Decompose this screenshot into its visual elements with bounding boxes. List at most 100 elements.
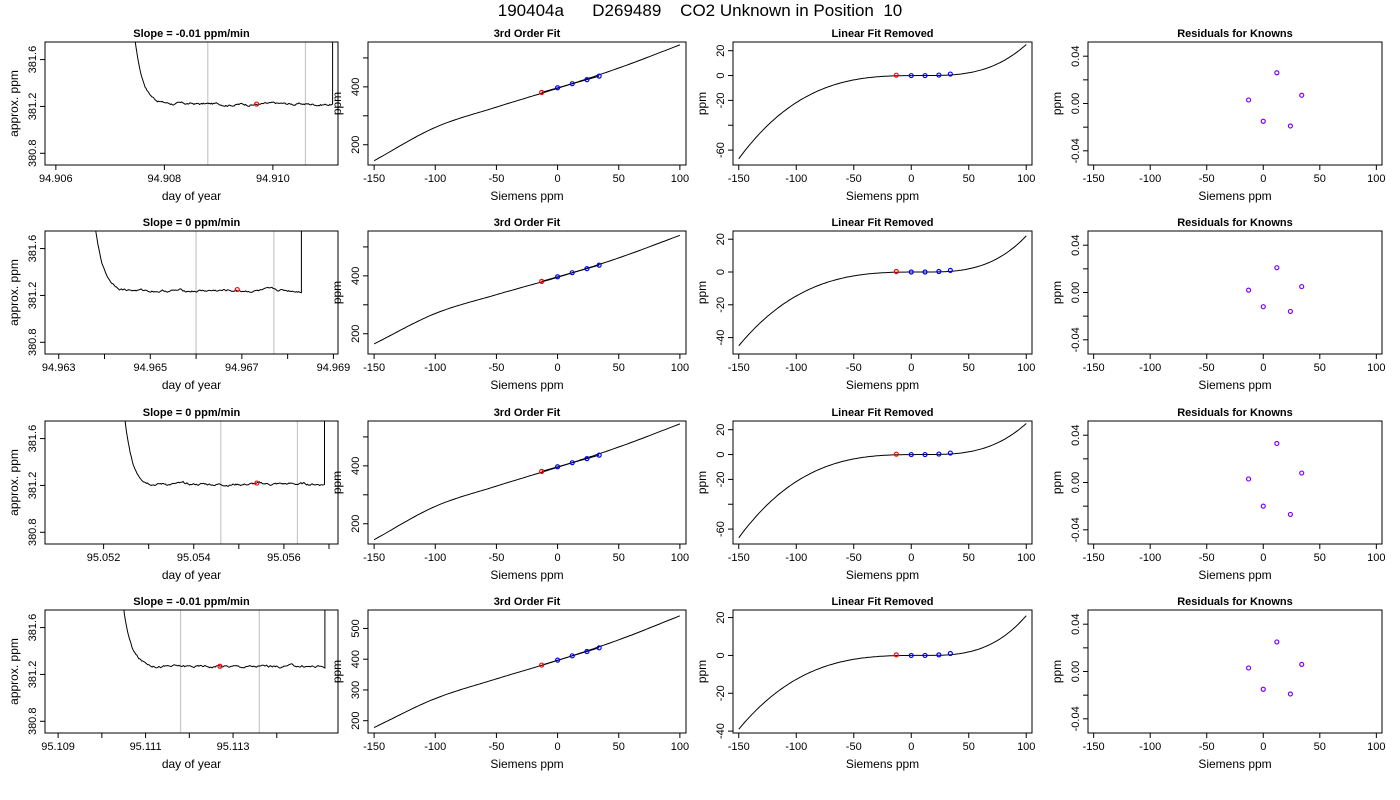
sample-point xyxy=(539,278,545,284)
x-axis-label: Siemens ppm xyxy=(846,568,919,582)
x-tick-label: 100 xyxy=(1367,552,1385,564)
known-point xyxy=(922,72,928,79)
known-point xyxy=(908,652,914,659)
x-tick-label: -150 xyxy=(363,362,385,374)
plot-area xyxy=(738,235,1027,347)
known-point xyxy=(922,451,928,458)
known-point xyxy=(596,645,602,651)
y-axis-label: ppm xyxy=(330,281,344,304)
y-tick-label: 0 xyxy=(715,652,727,658)
subplot-title: Residuals for Knowns xyxy=(1177,407,1293,419)
y-tick-label: -40 xyxy=(715,723,727,739)
x-tick-label: 50 xyxy=(1314,362,1326,374)
x-tick-label: -100 xyxy=(424,552,446,564)
plot-frame xyxy=(44,609,339,734)
y-tick-label: -0.04 xyxy=(1070,327,1082,352)
x-axis-label: Siemens ppm xyxy=(846,757,919,771)
y-axis-label: approx. ppm xyxy=(7,259,21,326)
known-point xyxy=(936,72,942,78)
x-tick-label: 0 xyxy=(1260,741,1266,753)
y-axis-label: ppm xyxy=(1050,92,1064,115)
residual-point xyxy=(1287,123,1294,129)
y-tick-label: 381.6 xyxy=(27,614,39,642)
residual-curve xyxy=(738,423,1027,539)
subplot-r4-timeseries: Slope = -0.01 ppm/min 95.109 95.111 95.113 3… xyxy=(7,596,339,771)
plot-frame xyxy=(732,609,1033,734)
x-tick-label: -50 xyxy=(1199,173,1215,185)
x-axis-label: Siemens ppm xyxy=(1198,189,1271,203)
subplot-r2-timeseries: Slope = 0 ppm/min 94.963 94.965 94.967 94.96… xyxy=(7,217,350,392)
residual-point xyxy=(1260,503,1266,509)
residual-point xyxy=(1260,686,1266,692)
x-tick-label: -100 xyxy=(424,362,446,374)
y-tick-label: 381.6 xyxy=(27,46,39,74)
x-axis-label: Siemens ppm xyxy=(490,189,563,203)
x-tick-label: -150 xyxy=(363,173,385,185)
residual-point xyxy=(1274,265,1280,271)
plot-area xyxy=(373,234,681,345)
plot-area xyxy=(123,610,326,733)
sample-point xyxy=(893,268,899,275)
y-tick-label: 400 xyxy=(350,457,362,475)
plot-frame xyxy=(367,420,687,545)
x-tick-label: 95.111 xyxy=(130,741,162,753)
x-tick-label: 0 xyxy=(555,173,561,185)
x-tick-label: -150 xyxy=(1083,362,1105,374)
x-tick-label: 0 xyxy=(555,741,561,753)
known-point xyxy=(584,456,590,462)
known-point xyxy=(908,451,914,458)
y-axis-label: approx. ppm xyxy=(7,70,21,137)
subplot-r2-residuals: Residuals for Knowns -150 -100 -50 0 50 100 -0.… xyxy=(1050,217,1386,392)
x-tick-label: 0 xyxy=(1260,552,1266,564)
y-tick-label: -0.04 xyxy=(1070,138,1082,163)
subplot-title: Residuals for Knowns xyxy=(1177,596,1293,608)
x-tick-label: 50 xyxy=(963,362,975,374)
plot-frame xyxy=(367,41,687,166)
subplot-title: Slope = -0.01 ppm/min xyxy=(133,596,250,608)
plot-area xyxy=(124,421,325,544)
x-axis-label: day of year xyxy=(162,189,221,203)
x-tick-label: 95.109 xyxy=(41,741,75,753)
subplot-r3-residuals: Residuals for Knowns -150 -100 -50 0 50 100 -0.… xyxy=(1050,407,1386,582)
y-axis-label: ppm xyxy=(330,92,344,115)
x-axis-label: Siemens ppm xyxy=(1198,568,1271,582)
x-tick-label: 0 xyxy=(555,362,561,374)
x-tick-label: -100 xyxy=(1139,741,1161,753)
plot-area xyxy=(373,615,681,728)
y-tick-label: 400 xyxy=(350,78,362,96)
subplot-r4-linear-removed: Linear Fit Removed -150 -100 -50 0 50 100 -40 -2… xyxy=(695,596,1035,771)
x-tick-label: 50 xyxy=(1314,173,1326,185)
y-axis-label: ppm xyxy=(330,660,344,683)
plot-area xyxy=(1245,70,1305,129)
plot-frame xyxy=(44,230,339,355)
plot-area xyxy=(738,44,1027,160)
subplot-title: Linear Fit Removed xyxy=(831,407,933,419)
plot-frame xyxy=(1087,41,1383,166)
x-tick-label: -50 xyxy=(1199,552,1215,564)
subplot-r1-linear-removed: Linear Fit Removed -150 -100 -50 0 50 100 -60 -2… xyxy=(695,28,1035,203)
x-tick-label: 0 xyxy=(908,173,914,185)
residual-point xyxy=(1287,691,1294,697)
residual-point xyxy=(1299,92,1305,98)
x-tick-label: -150 xyxy=(1083,173,1105,185)
x-tick-label: 95.113 xyxy=(217,741,250,753)
y-axis-label: ppm xyxy=(330,471,344,494)
x-axis-label: day of year xyxy=(162,757,221,771)
x-tick-label: -150 xyxy=(728,741,750,753)
x-tick-label: 94.963 xyxy=(42,362,76,374)
subplot-title: Residuals for Knowns xyxy=(1177,28,1293,40)
plot-area xyxy=(95,231,302,354)
x-tick-label: -150 xyxy=(363,552,385,564)
known-point xyxy=(908,72,914,79)
residual-curve xyxy=(738,615,1027,730)
x-tick-label: 100 xyxy=(671,173,689,185)
subplot-title: 3rd Order Fit xyxy=(494,407,561,419)
y-tick-label: -20 xyxy=(715,297,727,313)
y-tick-label: 200 xyxy=(350,712,362,730)
x-tick-label: -50 xyxy=(846,173,862,185)
x-tick-label: -100 xyxy=(785,362,807,374)
y-tick-label: 0.04 xyxy=(1070,234,1082,255)
x-tick-label: -150 xyxy=(728,362,750,374)
x-tick-label: -150 xyxy=(728,552,750,564)
timeseries-trace xyxy=(123,610,326,669)
